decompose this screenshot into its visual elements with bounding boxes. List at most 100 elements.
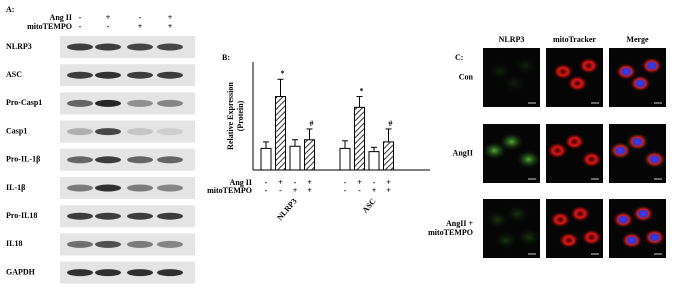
cell xyxy=(641,57,662,74)
treatment-sign: + xyxy=(357,178,362,187)
cell xyxy=(567,75,588,92)
row-label-line: AngII xyxy=(453,148,473,157)
column-header: NLRP3 xyxy=(499,35,525,44)
cell xyxy=(610,142,631,159)
treatment-sign: - xyxy=(107,22,110,31)
blot-strip xyxy=(60,120,195,143)
row-label-line: Con xyxy=(459,72,474,81)
cell xyxy=(493,231,518,250)
blot-band xyxy=(127,269,153,277)
bar xyxy=(260,147,272,171)
panel-label: B: xyxy=(222,53,230,62)
bar xyxy=(304,139,315,171)
blot-band xyxy=(157,128,183,136)
cell xyxy=(550,211,571,228)
treatment-sign: - xyxy=(294,178,297,187)
cell xyxy=(616,63,637,80)
blot-label: Casp1 xyxy=(6,126,27,135)
treatment-sign: + xyxy=(372,186,377,195)
blot-label: ASC xyxy=(6,70,22,79)
treatment-sign: - xyxy=(344,178,347,187)
blot-band xyxy=(157,269,183,277)
cell xyxy=(547,142,568,159)
bar xyxy=(339,147,351,171)
blot-strip xyxy=(60,92,195,115)
significance-mark: * xyxy=(360,86,364,95)
treatment-label: Ang II xyxy=(50,13,72,22)
x-tick-label: NLRP3 xyxy=(275,197,298,223)
panel-label: C: xyxy=(455,53,463,62)
cell xyxy=(630,75,651,92)
treatment-sign: + xyxy=(168,22,173,31)
blot-band xyxy=(95,43,121,51)
treatment-sign: + xyxy=(106,13,111,22)
bar xyxy=(354,106,365,171)
cell xyxy=(581,229,602,246)
cell xyxy=(644,151,665,168)
treatment-label: Ang II xyxy=(230,178,252,187)
treatment-sign: - xyxy=(358,186,361,195)
blot-band xyxy=(127,156,153,164)
treatment-sign: - xyxy=(344,186,347,195)
blot-label: GAPDH xyxy=(6,267,36,276)
blot-band xyxy=(127,184,153,192)
blot-band xyxy=(95,99,121,107)
treatment-sign: + xyxy=(307,178,312,187)
blot-band xyxy=(95,240,121,248)
blot-band xyxy=(157,99,183,107)
treatment-sign: - xyxy=(79,22,82,31)
y-axis-label: Relative Expression(Protein) xyxy=(226,82,245,150)
cell xyxy=(633,205,654,222)
cell xyxy=(513,56,538,75)
blot-band xyxy=(95,128,121,136)
blot-band xyxy=(67,212,93,220)
cell xyxy=(516,150,541,169)
treatment-sign: + xyxy=(307,186,312,195)
blot-band xyxy=(157,156,183,164)
cell xyxy=(621,232,642,249)
blot-band xyxy=(67,184,93,192)
blot-band xyxy=(157,43,183,51)
significance-mark: # xyxy=(389,119,393,128)
x-tick-label: ASC xyxy=(360,197,377,215)
blot-band xyxy=(127,99,153,107)
blot-band xyxy=(95,212,121,220)
significance-mark: # xyxy=(310,119,314,128)
blot-band xyxy=(157,212,183,220)
cell xyxy=(502,74,527,93)
treatment-sign: + xyxy=(386,186,391,195)
panel-label: A: xyxy=(6,5,14,14)
treatment-sign: - xyxy=(139,13,142,22)
cell xyxy=(516,228,541,247)
treatment-sign: - xyxy=(279,186,282,195)
bar xyxy=(275,96,286,171)
column-header: mitoTracker xyxy=(553,35,596,44)
blot-band xyxy=(67,240,93,248)
column-header: Merge xyxy=(626,35,649,44)
bar xyxy=(368,151,380,171)
bar xyxy=(383,141,394,171)
cell xyxy=(627,133,648,150)
blot-band xyxy=(67,128,93,136)
treatment-sign: + xyxy=(386,178,391,187)
y-axis-label-line: Relative Expression xyxy=(226,82,235,150)
blot-band xyxy=(127,71,153,79)
blot-label: Pro-IL-1β xyxy=(6,155,40,164)
row-label: AngII xyxy=(453,148,473,157)
blot-band xyxy=(95,184,121,192)
cell xyxy=(613,211,634,228)
cell xyxy=(570,205,591,222)
cell xyxy=(505,204,530,223)
cell xyxy=(581,151,602,168)
treatment-sign: - xyxy=(265,186,268,195)
blot-band xyxy=(67,71,93,79)
cell xyxy=(499,132,524,151)
row-label: Con xyxy=(459,72,474,81)
blot-band xyxy=(127,240,153,248)
blot-label: Pro-IL18 xyxy=(6,211,37,220)
blot-band xyxy=(95,71,121,79)
treatment-sign: - xyxy=(79,13,82,22)
blot-band xyxy=(127,128,153,136)
row-label-line: mitoTEMPO xyxy=(428,228,473,237)
